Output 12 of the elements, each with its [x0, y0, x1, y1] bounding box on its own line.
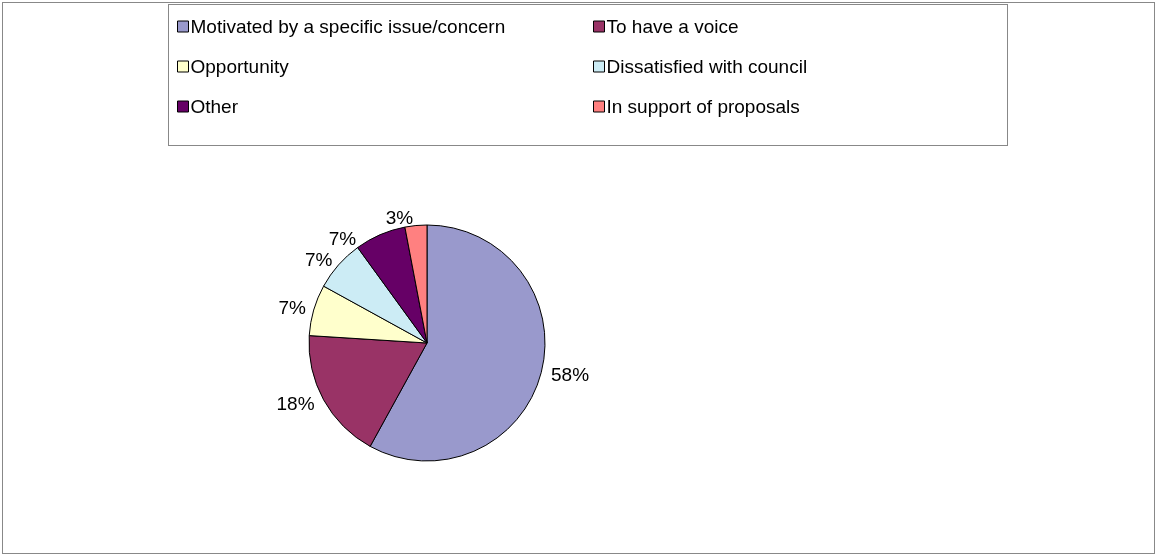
data-label: 58%: [551, 363, 590, 385]
data-label: 18%: [276, 393, 315, 415]
data-label: 7%: [304, 249, 333, 271]
legend-label: Dissatisfied with council: [606, 56, 808, 77]
legend-label: In support of proposals: [606, 96, 800, 117]
legend-label: Motivated by a specific issue/concern: [190, 16, 506, 37]
data-label: 7%: [328, 228, 357, 250]
legend-label: Opportunity: [190, 56, 290, 77]
data-label: 7%: [278, 297, 307, 319]
data-label: 3%: [385, 207, 414, 229]
legend-label: Other: [190, 96, 239, 117]
legend-label: To have a voice: [606, 16, 739, 37]
